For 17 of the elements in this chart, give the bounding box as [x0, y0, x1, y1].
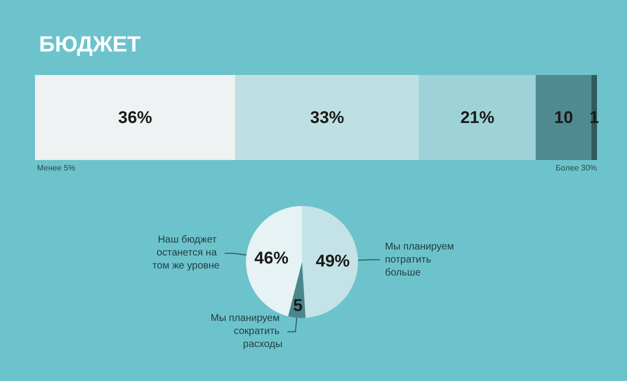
data-label: 10 — [554, 108, 574, 127]
slice-label: Наш бюджет останется на том же уровне — [152, 234, 220, 272]
bar — [536, 75, 592, 160]
data-label: 5 — [293, 296, 303, 315]
slice-label: Мы планируем потратить больше — [384, 241, 457, 278]
text: Более 30% — [556, 164, 598, 172]
data-label: 36% — [118, 108, 152, 127]
text: Менее 5% — [37, 164, 76, 172]
data-label: 21% — [460, 108, 494, 127]
bar — [418, 75, 536, 160]
bar — [235, 75, 419, 160]
data-label: 33% — [310, 108, 344, 127]
data-label: 46% — [254, 248, 288, 268]
slice-label: Мы планируем сократить расходы — [210, 313, 282, 350]
bar — [35, 75, 236, 160]
data-label: 49% — [316, 252, 350, 271]
chart-title: БЮДЖЕТ — [39, 32, 142, 56]
